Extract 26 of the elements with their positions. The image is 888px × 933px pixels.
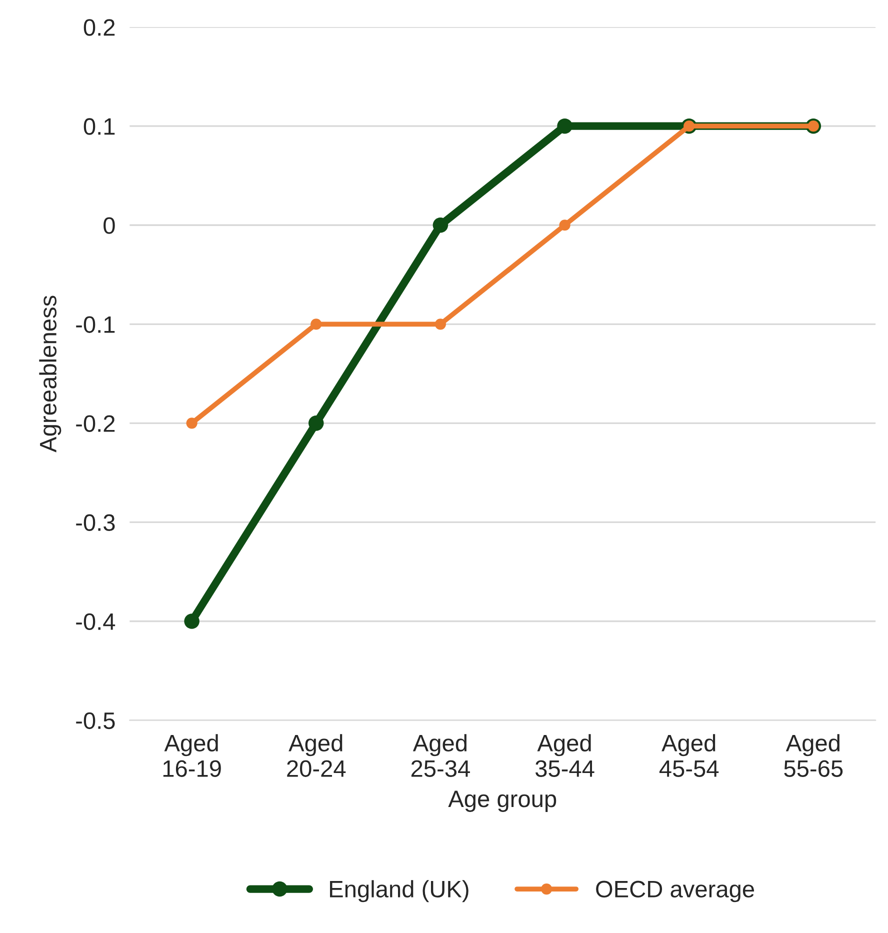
x-tick-label: Aged 25-34 bbox=[411, 734, 470, 777]
x-tick-label: Aged 20-24 bbox=[287, 734, 346, 777]
point bbox=[186, 418, 198, 429]
x-axis-title: Age group bbox=[448, 790, 556, 812]
legend-label: OECD average bbox=[596, 880, 754, 902]
y-tick-label: -0.3 bbox=[76, 514, 115, 531]
y-tick-label: -0.4 bbox=[76, 613, 116, 630]
x-tick-label: Aged 45-54 bbox=[659, 734, 719, 777]
y-tick-label: -0.1 bbox=[76, 316, 115, 333]
point bbox=[310, 318, 322, 330]
point bbox=[434, 318, 446, 330]
point bbox=[432, 217, 448, 233]
legend-label: England (UK) bbox=[330, 880, 468, 902]
x-tick-label: Aged 35-44 bbox=[535, 734, 594, 777]
y-tick-label: -0.2 bbox=[76, 415, 115, 432]
y-axis-title: Agreeableness bbox=[39, 296, 62, 452]
y-tick-label: 0.2 bbox=[84, 19, 115, 36]
point bbox=[559, 220, 570, 231]
x-tick-label: Aged 55-65 bbox=[784, 734, 843, 777]
y-tick-label: 0.1 bbox=[84, 118, 115, 135]
y-tick-label: 0 bbox=[104, 217, 115, 234]
point bbox=[557, 118, 572, 134]
x-tick-label: Aged 16-19 bbox=[163, 734, 221, 777]
y-tick-label: -0.5 bbox=[76, 712, 115, 730]
point bbox=[308, 416, 324, 431]
point bbox=[184, 614, 200, 629]
